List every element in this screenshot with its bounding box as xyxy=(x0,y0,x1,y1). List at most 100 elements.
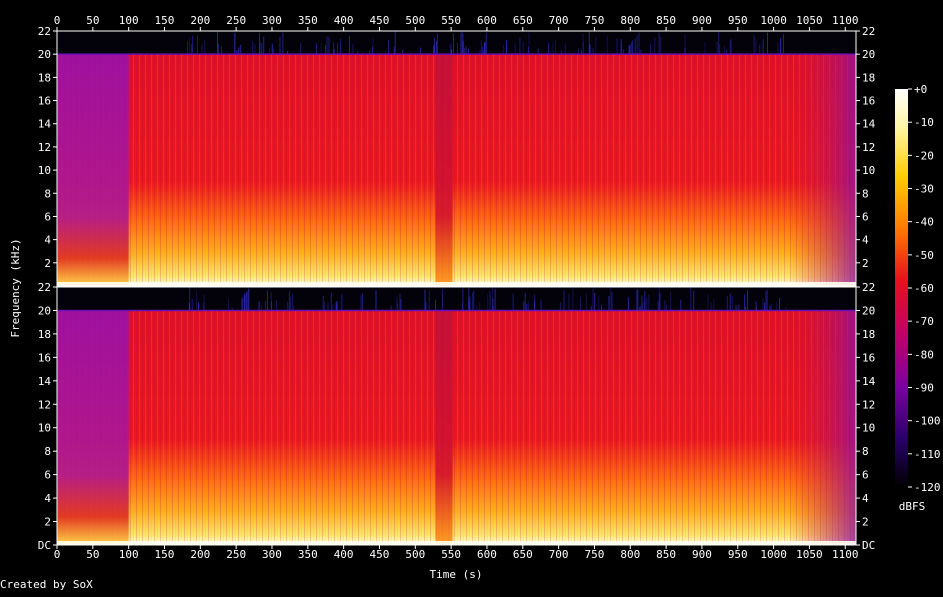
x-tick-label-bottom: 350 xyxy=(298,548,318,561)
x-axis-label: Time (s) xyxy=(430,568,483,581)
x-tick-label-bottom: 150 xyxy=(155,548,175,561)
y-tick-label-left: 22 xyxy=(38,25,51,38)
y-tick-label-right: DC xyxy=(862,539,875,552)
x-tick-label-top: 1050 xyxy=(796,14,823,27)
y-tick-label-right: 20 xyxy=(862,48,875,61)
x-tick-label-top: 100 xyxy=(119,14,139,27)
y-tick-label-left: 4 xyxy=(44,234,51,247)
x-tick-label-top: 400 xyxy=(334,14,354,27)
x-tick-label-top: 50 xyxy=(86,14,99,27)
y-tick-label-left: 6 xyxy=(44,469,51,482)
x-tick-label-bottom: 1000 xyxy=(760,548,787,561)
x-tick-label-top: 550 xyxy=(441,14,461,27)
y-tick-label-right: 2 xyxy=(862,516,869,529)
colorbar-tick-label: -110 xyxy=(914,448,941,461)
colorbar-tick-label: -30 xyxy=(914,183,934,196)
y-tick-label-left: 2 xyxy=(44,257,51,270)
event-gap xyxy=(435,310,453,545)
x-tick-label-bottom: 300 xyxy=(262,548,282,561)
x-tick-label-bottom: 200 xyxy=(190,548,210,561)
x-tick-label-bottom: 800 xyxy=(620,548,640,561)
spectrogram-panels xyxy=(56,30,857,546)
x-tick-label-bottom: 450 xyxy=(370,548,390,561)
x-tick-label-top: 200 xyxy=(190,14,210,27)
y-tick-label-right: 18 xyxy=(862,328,875,341)
x-tick-label-top: 500 xyxy=(405,14,425,27)
y-tick-label-right: 22 xyxy=(862,281,875,294)
event-quiet-intro xyxy=(57,54,129,286)
x-tick-label-top: 600 xyxy=(477,14,497,27)
colorbar-tick-label: -100 xyxy=(914,415,941,428)
y-tick-label-right: 8 xyxy=(862,445,869,458)
panel-frame xyxy=(56,286,857,546)
y-tick-label-left: 12 xyxy=(38,141,51,154)
y-tick-label-right: 2 xyxy=(862,257,869,270)
x-tick-label-top: 850 xyxy=(656,14,676,27)
x-tick-label-bottom: 600 xyxy=(477,548,497,561)
y-tick-label-right: 12 xyxy=(862,141,875,154)
x-tick-label-bottom: 1100 xyxy=(832,548,859,561)
x-tick-label-bottom: 950 xyxy=(728,548,748,561)
x-tick-label-bottom: 0 xyxy=(54,548,61,561)
y-tick-label-right: 16 xyxy=(862,95,875,108)
y-tick-label-left: 10 xyxy=(38,164,51,177)
y-tick-label-left: 6 xyxy=(44,210,51,223)
x-tick-label-bottom: 100 xyxy=(119,548,139,561)
x-tick-label-top: 1100 xyxy=(832,14,859,27)
x-tick-label-bottom: 500 xyxy=(405,548,425,561)
cutoff-noise xyxy=(187,31,784,55)
colorbar-tick-label: -90 xyxy=(914,382,934,395)
y-tick-label-right: 16 xyxy=(862,351,875,364)
panel-frame xyxy=(56,30,857,287)
x-tick-label-bottom: 750 xyxy=(585,548,605,561)
x-tick-label-top: 250 xyxy=(226,14,246,27)
colorbar-ticks: +0 -10 -20 -30 -40 -50 -60 -70 -80 -90 -100 -110 -12… xyxy=(908,83,941,494)
y-tick-label-right: 20 xyxy=(862,304,875,317)
y-tick-label-left: 14 xyxy=(38,118,52,131)
y-tick-label-left: 8 xyxy=(44,445,51,458)
event-gap xyxy=(435,54,453,286)
colorbar-tick-label: -120 xyxy=(914,481,941,494)
channel-panel-2 xyxy=(56,286,857,546)
x-axis-top: 0 50 100 150 200 250 300 350 400 450 500 550 600 650 7… xyxy=(54,14,859,31)
x-tick-label-bottom: 900 xyxy=(692,548,712,561)
x-tick-label-bottom: 850 xyxy=(656,548,676,561)
y-tick-label-right: 6 xyxy=(862,469,869,482)
y-tick-label-left: 16 xyxy=(38,95,51,108)
x-tick-label-top: 700 xyxy=(549,14,569,27)
y-tick-label-left: 16 xyxy=(38,351,51,364)
x-tick-label-top: 450 xyxy=(370,14,390,27)
x-tick-label-top: 750 xyxy=(585,14,605,27)
y-tick-label-right: 14 xyxy=(862,118,876,131)
colorbar-tick-label: -60 xyxy=(914,282,934,295)
y-tick-label-right: 22 xyxy=(862,25,875,38)
x-tick-label-bottom: 50 xyxy=(86,548,99,561)
x-tick-label-top: 150 xyxy=(155,14,175,27)
x-tick-label-bottom: 650 xyxy=(513,548,533,561)
colorbar-tick-label: +0 xyxy=(914,83,927,96)
y-tick-label-left: DC xyxy=(38,539,51,552)
y-tick-label-left: 22 xyxy=(38,281,51,294)
y-tick-label-left: 10 xyxy=(38,422,51,435)
y-tick-label-left: 20 xyxy=(38,48,51,61)
y-tick-label-left: 2 xyxy=(44,516,51,529)
x-axis-bottom: 0 50 100 150 200 250 300 350 400 450 500 550 600 650 7… xyxy=(54,545,859,561)
y-axis-label: Frequency (kHz) xyxy=(9,238,22,337)
x-tick-label-top: 650 xyxy=(513,14,533,27)
event-fade-out xyxy=(787,310,856,545)
y-tick-label-right: 18 xyxy=(862,71,875,84)
x-tick-label-top: 0 xyxy=(54,14,61,27)
y-tick-label-right: 14 xyxy=(862,375,876,388)
event-fade-out xyxy=(787,54,856,286)
low-frequency-band xyxy=(57,541,856,545)
y-tick-label-right: 4 xyxy=(862,492,869,505)
y-tick-label-left: 12 xyxy=(38,398,51,411)
credit-text: Created by SoX xyxy=(0,578,93,591)
low-frequency-band xyxy=(57,282,856,286)
y-tick-label-right: 4 xyxy=(862,234,869,247)
x-tick-label-top: 950 xyxy=(728,14,748,27)
spectral-texture xyxy=(57,54,856,286)
x-tick-label-bottom: 400 xyxy=(334,548,354,561)
